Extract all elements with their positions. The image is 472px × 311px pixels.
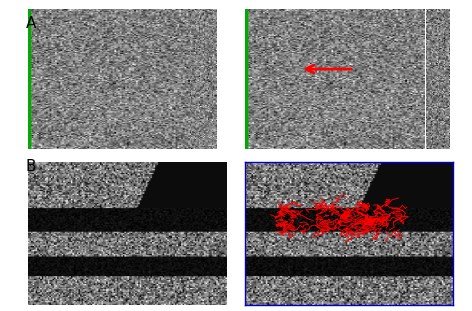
Text: B: B bbox=[26, 159, 36, 174]
Text: A: A bbox=[26, 16, 36, 30]
